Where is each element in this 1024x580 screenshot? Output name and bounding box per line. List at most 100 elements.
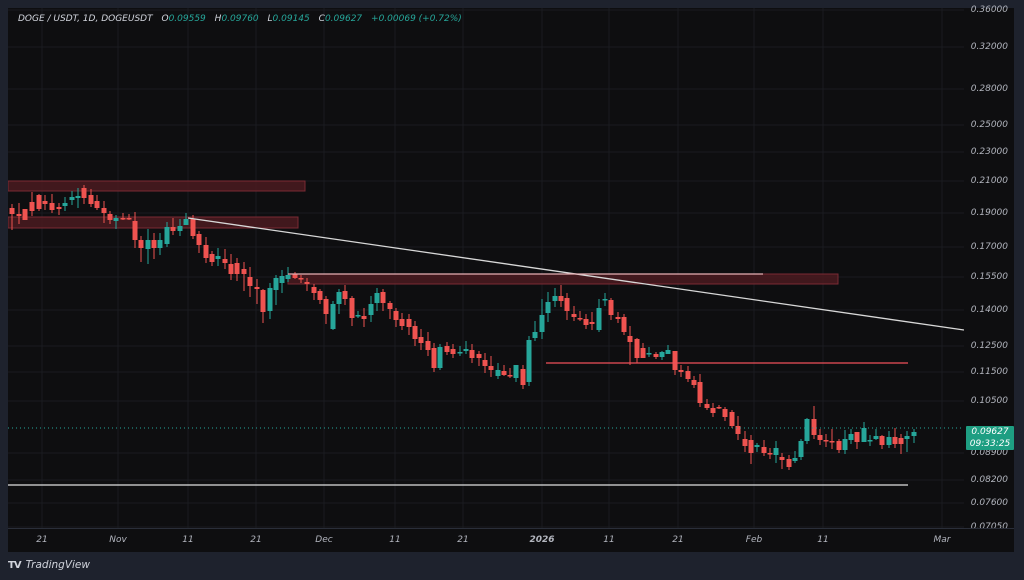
- open-label: O: [161, 14, 169, 24]
- candle-body: [349, 298, 355, 318]
- candle-body: [911, 432, 917, 436]
- price-tick-label: 0.15500: [970, 272, 1008, 282]
- candle-body: [495, 370, 501, 376]
- candle-body: [62, 203, 68, 206]
- candle-body: [234, 263, 240, 274]
- candle-body: [627, 336, 633, 342]
- candle-body: [665, 350, 671, 354]
- candle-body: [672, 351, 678, 370]
- candle-body: [260, 290, 266, 312]
- candle-body: [170, 227, 176, 231]
- time-tick-label: 11: [182, 535, 194, 545]
- candle-body: [867, 440, 873, 442]
- candle-body: [571, 314, 577, 317]
- candle-body: [425, 341, 431, 350]
- candle-body: [476, 354, 482, 358]
- price-tick-label: 0.17000: [970, 242, 1008, 252]
- candle-body: [704, 404, 710, 408]
- candlestick-chart: [8, 8, 964, 528]
- candle-body: [735, 426, 741, 434]
- candle-body: [608, 300, 614, 315]
- candle-body: [36, 195, 42, 209]
- candle-body: [444, 346, 450, 352]
- candle-body: [406, 319, 412, 327]
- candle-body: [507, 375, 513, 377]
- time-tick-label: 21: [250, 535, 262, 545]
- price-chart-plot[interactable]: DOGE / USDT, 1D, DOGEUSDT O0.09559 H0.09…: [8, 8, 964, 528]
- candle-body: [767, 453, 773, 455]
- candle-body: [157, 240, 163, 248]
- candle-body: [247, 277, 253, 286]
- candle-body: [107, 214, 113, 220]
- candle-body: [904, 436, 910, 439]
- time-tick-label: 11: [389, 535, 401, 545]
- candle-body: [450, 349, 456, 354]
- price-axis[interactable]: 0.36000 0.32000 0.28000 0.25000 0.23000 0.210…: [964, 5, 1014, 532]
- candle-body: [564, 298, 570, 311]
- price-tick-label: 0.08200: [970, 475, 1008, 485]
- candle-body: [729, 412, 735, 426]
- candle-body: [742, 439, 748, 446]
- price-tick-label: 0.08900: [970, 448, 1008, 458]
- candle-body: [879, 436, 885, 445]
- candle-body: [101, 208, 107, 213]
- candle-body: [457, 352, 463, 354]
- candle-body: [583, 319, 589, 325]
- candle-body: [254, 287, 260, 289]
- candle-body: [615, 317, 621, 319]
- candle-body: [241, 269, 247, 274]
- candle-body: [399, 319, 405, 326]
- candle-body: [754, 445, 760, 447]
- candle-body: [596, 308, 602, 330]
- price-tick-label: 0.12500: [970, 341, 1008, 351]
- candle-body: [532, 332, 538, 338]
- candle-body: [151, 240, 157, 248]
- candle-body: [886, 437, 892, 445]
- low-label: L: [267, 14, 273, 24]
- candle-body: [75, 196, 81, 198]
- supply-zone: [287, 273, 839, 285]
- candle-body: [501, 371, 507, 375]
- price-tick-label: 0.28000: [970, 84, 1008, 94]
- price-change: +0.00069 (+0.72%): [371, 14, 462, 24]
- candle-body: [342, 291, 348, 299]
- high-value: 0.09760: [221, 14, 259, 24]
- candle-body: [482, 360, 488, 366]
- candle-body: [279, 276, 285, 283]
- close-label: C: [318, 14, 325, 24]
- candle-body: [779, 457, 785, 460]
- candle-body: [113, 218, 119, 221]
- candle-body: [526, 340, 532, 382]
- candle-body: [361, 316, 367, 319]
- symbol-legend: DOGE / USDT, 1D, DOGEUSDT O0.09559 H0.09…: [18, 14, 468, 24]
- price-tick-label: 0.32000: [970, 42, 1008, 52]
- candle-body: [722, 409, 728, 417]
- candle-body: [94, 201, 100, 208]
- candle-body: [748, 440, 754, 453]
- candle-body: [374, 293, 380, 303]
- candle-body: [898, 438, 904, 444]
- candle-body: [190, 219, 196, 236]
- open-value: 0.09559: [168, 14, 206, 24]
- candle-body: [823, 440, 829, 442]
- candle-body: [317, 291, 323, 300]
- price-tick-label: 0.10500: [970, 396, 1008, 406]
- price-tick-label: 0.07600: [970, 498, 1008, 508]
- supply-zone: [8, 180, 306, 192]
- time-axis[interactable]: 21 Nov 11 21 Dec 11 21 2026 11 21 Feb 11 Mar: [8, 528, 1014, 553]
- candle-body: [653, 354, 659, 357]
- time-tick-label: 21: [457, 535, 469, 545]
- time-tick-label: 11: [603, 535, 615, 545]
- candle-body: [437, 347, 443, 368]
- candle-body: [854, 432, 860, 442]
- candle-body: [545, 302, 551, 313]
- candle-body: [273, 278, 279, 290]
- candle-body: [861, 428, 867, 442]
- candle-body: [646, 353, 652, 355]
- candle-body: [42, 201, 48, 204]
- candle-body: [431, 348, 437, 368]
- last-price-value: 0.09627: [971, 427, 1009, 437]
- candle-body: [323, 299, 329, 314]
- candle-body: [132, 221, 138, 240]
- tradingview-branding[interactable]: TV TradingView: [8, 559, 90, 571]
